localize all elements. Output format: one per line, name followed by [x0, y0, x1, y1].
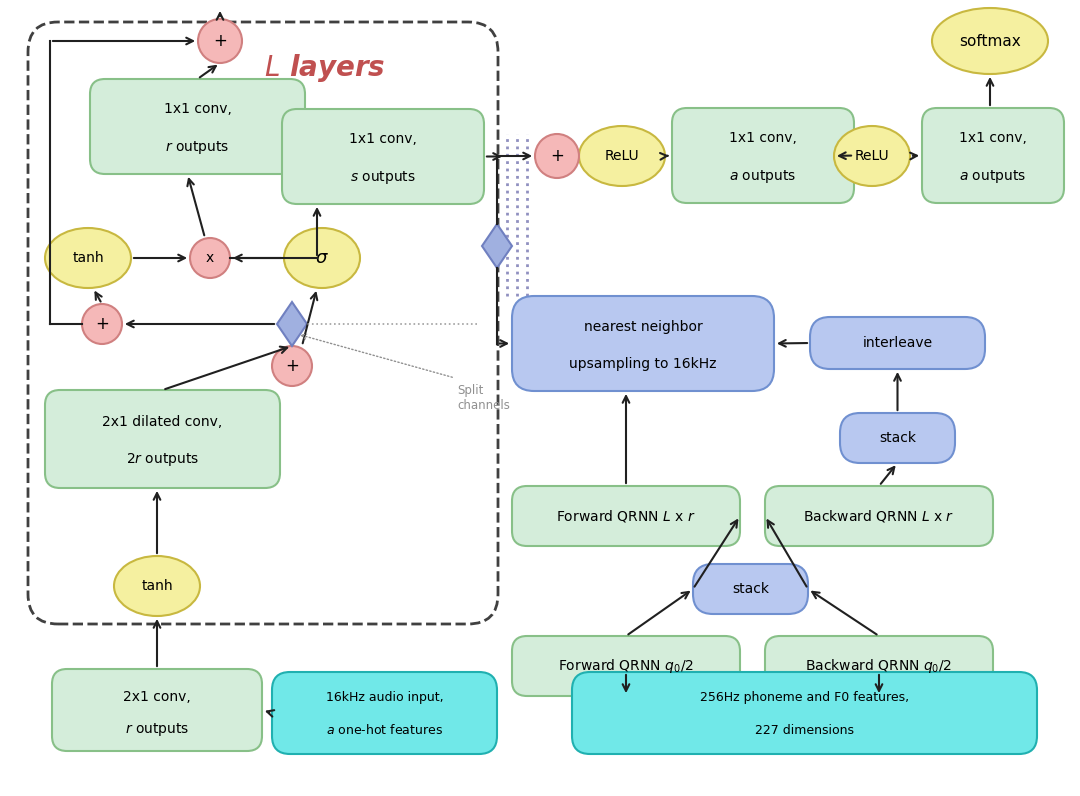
Text: $\mathbf{\mathit{a}}$ outputs: $\mathbf{\mathit{a}}$ outputs: [959, 167, 1027, 185]
Text: interleave: interleave: [863, 336, 932, 350]
Text: +: +: [95, 315, 109, 333]
Text: 2x1 conv,: 2x1 conv,: [123, 690, 191, 704]
Text: tanh: tanh: [72, 251, 104, 265]
Text: $\mathbf{\mathit{2r}}$ outputs: $\mathbf{\mathit{2r}}$ outputs: [126, 451, 199, 469]
Ellipse shape: [198, 19, 242, 63]
Text: +: +: [285, 357, 299, 375]
Text: nearest neighbor: nearest neighbor: [583, 320, 702, 334]
FancyBboxPatch shape: [90, 79, 305, 174]
Text: 1x1 conv,: 1x1 conv,: [959, 131, 1027, 145]
Text: 16kHz audio input,: 16kHz audio input,: [326, 690, 443, 704]
Text: 256Hz phoneme and F0 features,: 256Hz phoneme and F0 features,: [700, 690, 909, 704]
Ellipse shape: [579, 126, 665, 186]
Text: $\mathit{L}$ layers: $\mathit{L}$ layers: [265, 52, 386, 84]
Ellipse shape: [114, 556, 200, 616]
Polygon shape: [276, 302, 307, 346]
Text: 1x1 conv,: 1x1 conv,: [163, 102, 231, 116]
Text: Split
channels: Split channels: [457, 384, 510, 412]
Text: $\mathbf{\mathit{r}}$ outputs: $\mathbf{\mathit{r}}$ outputs: [165, 139, 230, 155]
Ellipse shape: [272, 346, 312, 386]
Text: $\mathbf{\mathit{a}}$ one-hot features: $\mathbf{\mathit{a}}$ one-hot features: [326, 723, 443, 737]
FancyBboxPatch shape: [572, 672, 1037, 754]
Text: softmax: softmax: [959, 33, 1021, 49]
Text: 2x1 dilated conv,: 2x1 dilated conv,: [103, 415, 222, 429]
Ellipse shape: [834, 126, 910, 186]
FancyBboxPatch shape: [512, 296, 774, 391]
FancyBboxPatch shape: [693, 564, 808, 614]
FancyBboxPatch shape: [765, 636, 993, 696]
Ellipse shape: [45, 228, 131, 288]
Text: $\mathbf{\mathit{r}}$ outputs: $\mathbf{\mathit{r}}$ outputs: [125, 720, 189, 738]
Text: +: +: [550, 147, 564, 165]
FancyBboxPatch shape: [282, 109, 484, 204]
FancyBboxPatch shape: [840, 413, 955, 463]
Text: upsampling to 16kHz: upsampling to 16kHz: [569, 357, 717, 371]
Text: 1x1 conv,: 1x1 conv,: [729, 131, 797, 145]
Text: x: x: [206, 251, 214, 265]
FancyBboxPatch shape: [810, 317, 985, 369]
Text: Backward QRNN $\mathbf{\mathit{L}}$ x $\mathbf{\mathit{r}}$: Backward QRNN $\mathbf{\mathit{L}}$ x $\…: [804, 508, 955, 524]
Ellipse shape: [284, 228, 360, 288]
Text: ReLU: ReLU: [605, 149, 639, 163]
Ellipse shape: [190, 238, 230, 278]
FancyBboxPatch shape: [45, 390, 280, 488]
Text: Forward QRNN $\mathbf{\mathit{q_0}}$/2: Forward QRNN $\mathbf{\mathit{q_0}}$/2: [558, 657, 693, 675]
Text: stack: stack: [732, 582, 769, 596]
Text: 227 dimensions: 227 dimensions: [755, 724, 854, 736]
Text: ReLU: ReLU: [854, 149, 889, 163]
Text: $\mathbf{\mathit{a}}$ outputs: $\mathbf{\mathit{a}}$ outputs: [729, 167, 797, 185]
Text: stack: stack: [879, 431, 916, 445]
Text: +: +: [213, 32, 227, 50]
FancyBboxPatch shape: [512, 486, 740, 546]
Text: tanh: tanh: [141, 579, 173, 593]
FancyBboxPatch shape: [922, 108, 1064, 203]
FancyBboxPatch shape: [272, 672, 497, 754]
FancyBboxPatch shape: [512, 636, 740, 696]
FancyBboxPatch shape: [52, 669, 262, 751]
Text: Forward QRNN $\mathbf{\mathit{L}}$ x $\mathbf{\mathit{r}}$: Forward QRNN $\mathbf{\mathit{L}}$ x $\m…: [556, 508, 696, 524]
Ellipse shape: [82, 304, 122, 344]
FancyBboxPatch shape: [672, 108, 854, 203]
Text: $\mathbf{\mathit{s}}$ outputs: $\mathbf{\mathit{s}}$ outputs: [350, 169, 416, 185]
Text: 1x1 conv,: 1x1 conv,: [349, 132, 417, 146]
Ellipse shape: [932, 8, 1048, 74]
Text: Backward QRNN $\mathbf{\mathit{q_0}}$/2: Backward QRNN $\mathbf{\mathit{q_0}}$/2: [806, 657, 953, 675]
Polygon shape: [482, 224, 512, 268]
Ellipse shape: [535, 134, 579, 178]
Text: $\sigma$: $\sigma$: [315, 249, 329, 267]
FancyBboxPatch shape: [765, 486, 993, 546]
